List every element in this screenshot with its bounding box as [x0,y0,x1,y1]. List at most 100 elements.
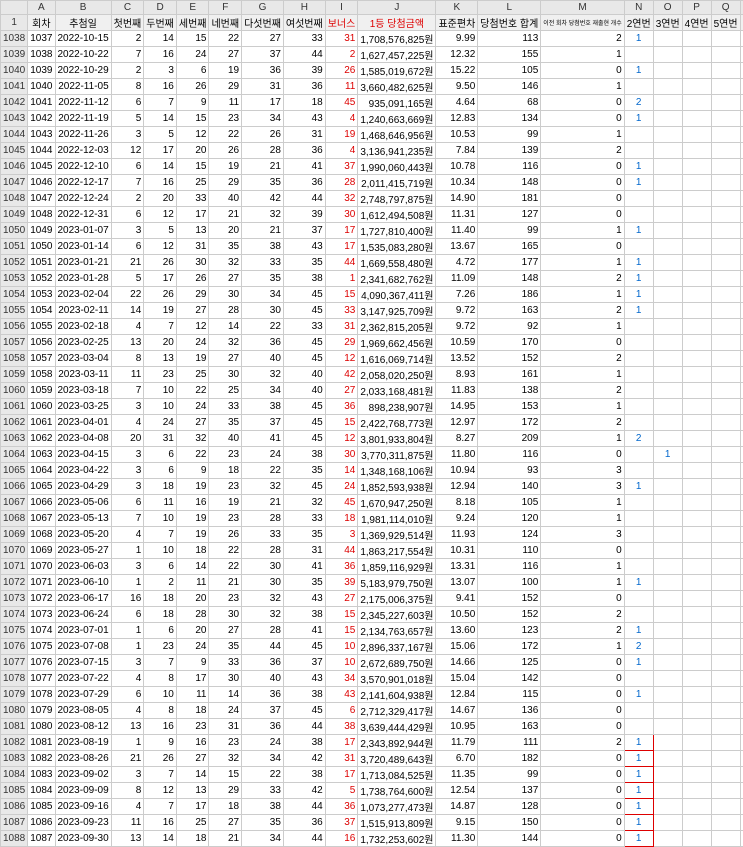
cell[interactable] [682,591,711,607]
cell[interactable]: 2023-07-15 [55,655,111,671]
cell[interactable]: 17 [144,271,177,287]
cell[interactable]: 2023-03-18 [55,383,111,399]
cell[interactable]: 138 [478,383,541,399]
cell[interactable]: 144 [478,831,541,847]
cell[interactable]: 19 [209,159,242,175]
cell[interactable]: 2023-04-08 [55,431,111,447]
cell[interactable]: 1 [624,687,653,703]
cell[interactable]: 2023-09-09 [55,783,111,799]
cell[interactable]: 26 [325,63,358,79]
row-number[interactable]: 1062 [1,415,28,431]
cell[interactable]: 41 [283,623,325,639]
cell[interactable]: 25 [176,367,209,383]
cell[interactable]: 1062 [28,431,55,447]
cell[interactable]: 1078 [28,687,55,703]
header-11[interactable]: 당첨번호 합계 [478,15,541,31]
cell[interactable] [682,175,711,191]
cell[interactable]: 32 [242,607,284,623]
header-15[interactable]: 4연번 [682,15,711,31]
cell[interactable]: 35 [242,175,284,191]
cell[interactable]: 18 [176,831,209,847]
cell[interactable]: 161 [478,367,541,383]
cell[interactable]: 2023-01-28 [55,271,111,287]
cell[interactable]: 22 [111,287,144,303]
header-2[interactable]: 첫번째 [111,15,144,31]
cell[interactable]: 1,240,663,669원 [358,111,436,127]
row-number[interactable]: 1085 [1,783,28,799]
cell[interactable]: 28 [176,607,209,623]
header-16[interactable]: 5연번 [711,15,740,31]
col-hdr-K[interactable]: K [436,1,478,15]
cell[interactable] [711,671,740,687]
cell[interactable]: 13.31 [436,559,478,575]
row-number[interactable]: 1076 [1,639,28,655]
cell[interactable]: 12 [144,783,177,799]
cell[interactable]: 44 [283,191,325,207]
cell[interactable]: 45 [325,95,358,111]
cell[interactable]: 28 [242,623,284,639]
cell[interactable]: 0 [541,335,624,351]
cell[interactable] [682,303,711,319]
cell[interactable]: 38 [283,447,325,463]
cell[interactable]: 2 [541,143,624,159]
cell[interactable]: 3 [111,655,144,671]
cell[interactable]: 41 [242,431,284,447]
cell[interactable]: 2023-04-29 [55,479,111,495]
row-number[interactable]: 1075 [1,623,28,639]
cell[interactable]: 8 [144,703,177,719]
cell[interactable]: 1084 [28,783,55,799]
cell[interactable] [711,479,740,495]
cell[interactable]: 32 [242,591,284,607]
cell[interactable]: 9.41 [436,591,478,607]
cell[interactable] [711,655,740,671]
cell[interactable] [682,383,711,399]
cell[interactable]: 2023-05-20 [55,527,111,543]
row-number[interactable]: 1070 [1,543,28,559]
cell[interactable]: 38 [242,239,284,255]
cell[interactable]: 28 [325,175,358,191]
cell[interactable]: 12 [176,319,209,335]
cell[interactable]: 34 [242,751,284,767]
cell[interactable]: 2 [325,47,358,63]
cell[interactable] [711,239,740,255]
cell[interactable]: 1069 [28,543,55,559]
cell[interactable]: 5 [111,271,144,287]
cell[interactable]: 10.50 [436,607,478,623]
cell[interactable]: 1047 [28,191,55,207]
cell[interactable]: 2023-04-15 [55,447,111,463]
cell[interactable]: 34 [242,287,284,303]
cell[interactable]: 16 [176,735,209,751]
cell[interactable]: 1,727,810,400원 [358,223,436,239]
row-number[interactable]: 1053 [1,271,28,287]
cell[interactable]: 36 [283,815,325,831]
header-10[interactable]: 표준편차 [436,15,478,31]
cell[interactable]: 2,896,337,167원 [358,639,436,655]
cell[interactable]: 11 [111,367,144,383]
cell[interactable]: 2 [541,415,624,431]
cell[interactable]: 163 [478,303,541,319]
cell[interactable]: 34 [325,671,358,687]
row-number[interactable]: 1069 [1,527,28,543]
cell[interactable] [682,447,711,463]
cell[interactable]: 31 [242,79,284,95]
cell[interactable]: 25 [176,175,209,191]
row-number[interactable]: 1057 [1,335,28,351]
cell[interactable]: 6 [111,607,144,623]
cell[interactable]: 36 [283,175,325,191]
cell[interactable]: 13 [144,351,177,367]
cell[interactable]: 22 [209,559,242,575]
cell[interactable]: 116 [478,447,541,463]
cell[interactable]: 19 [176,479,209,495]
cell[interactable]: 152 [478,607,541,623]
cell[interactable] [682,751,711,767]
cell[interactable]: 99 [478,127,541,143]
cell[interactable]: 37 [242,47,284,63]
row-number[interactable]: 1046 [1,159,28,175]
cell[interactable]: 123 [478,623,541,639]
cell[interactable]: 20 [176,591,209,607]
cell[interactable] [711,95,740,111]
cell[interactable]: 1056 [28,335,55,351]
cell[interactable]: 22 [242,767,284,783]
cell[interactable]: 186 [478,287,541,303]
cell[interactable] [653,303,682,319]
